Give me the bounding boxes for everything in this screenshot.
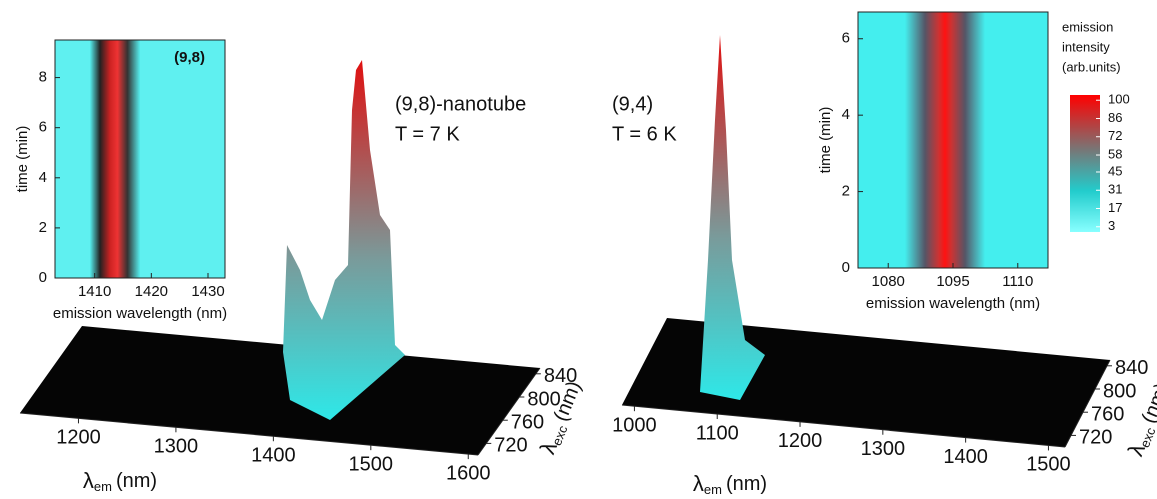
axis-symbol: λ — [693, 471, 704, 496]
x-tick-label: 1300 — [861, 438, 906, 460]
axis-subscript: em — [94, 479, 112, 494]
annotation: (9,8)-nanotube — [395, 93, 526, 115]
y-tick-label: 720 — [1079, 427, 1112, 449]
colorbar-tick-label: 45 — [1108, 163, 1122, 178]
y-tick-label: 800 — [1103, 380, 1136, 402]
y-tick-label: 840 — [1115, 357, 1148, 379]
surface-peak — [700, 35, 765, 400]
surface-floor — [20, 326, 540, 455]
y-tick-label: 8 — [39, 69, 47, 86]
x-tick-label: 1500 — [349, 453, 394, 475]
colorbar — [1070, 95, 1100, 232]
colorbar-title: emission — [1062, 19, 1113, 34]
annotation: (9,8) — [174, 49, 205, 66]
y-axis-label: time (min) — [14, 126, 31, 193]
y-tick-label: 0 — [39, 269, 47, 286]
axis-unit: (nm) — [726, 473, 767, 495]
x-tick-label: 1400 — [943, 446, 988, 468]
axis-symbol: λ — [83, 468, 94, 493]
y-tick-label: 800 — [527, 388, 560, 410]
colorbar-title: intensity — [1062, 39, 1110, 54]
contour-band — [90, 40, 140, 278]
colorbar-tick-label: 100 — [1108, 92, 1130, 107]
annotation: T = 6 K — [612, 123, 677, 145]
x-tick-label: 1100 — [696, 422, 739, 444]
colorbar-title: (arb.units) — [1062, 59, 1121, 74]
axis-unit: (nm) — [116, 470, 157, 492]
y-tick-label: 6 — [39, 119, 47, 136]
y-axis-label: time (min) — [817, 107, 834, 174]
y-tick-label: 2 — [842, 183, 850, 200]
x-axis — [621, 404, 1066, 448]
y-tick-label: 0 — [842, 259, 850, 276]
x-tick-label: 1500 — [1026, 454, 1071, 476]
colorbar-tick-label: 58 — [1108, 146, 1122, 161]
x-tick-label: 1400 — [251, 445, 296, 467]
y-axis — [1064, 359, 1111, 448]
axis-subscript: exc — [549, 423, 571, 448]
y-tick-label: 760 — [511, 411, 544, 433]
x-tick-label: 1080 — [872, 273, 905, 290]
x-tick-label: 1410 — [78, 283, 111, 300]
y-tick-label: 4 — [842, 106, 850, 123]
axis-subscript: exc — [1137, 425, 1157, 450]
annotation: (9,4) — [612, 93, 653, 115]
surface-peak — [283, 60, 405, 420]
y-tick-label: 760 — [1091, 403, 1124, 425]
x-tick-label: 1430 — [191, 283, 224, 300]
y-tick-label: 6 — [842, 30, 850, 47]
x-tick-label: 1200 — [56, 427, 101, 449]
x-tick-label: 1200 — [778, 430, 823, 452]
colorbar-tick-label: 72 — [1108, 128, 1122, 143]
x-tick-label: 1095 — [936, 273, 969, 290]
axis-subscript: em — [704, 482, 722, 497]
x-tick-label: 1420 — [135, 283, 168, 300]
x-tick-label: 1000 — [612, 414, 657, 436]
axis-label: λem (nm) — [693, 471, 767, 498]
colorbar-tick-label: 3 — [1108, 218, 1115, 233]
x-axis — [19, 412, 479, 456]
axis-label: λem (nm) — [83, 468, 157, 495]
y-tick-label: 720 — [494, 435, 527, 457]
y-tick-label: 840 — [544, 365, 577, 387]
annotation: T = 7 K — [395, 123, 460, 145]
x-axis-label: emission wavelength (nm) — [53, 305, 227, 322]
x-tick-label: 1300 — [154, 436, 199, 458]
x-tick-label: 1110 — [1002, 273, 1033, 290]
colorbar-tick-label: 17 — [1108, 200, 1122, 215]
axis-label: λexc(nm) — [1123, 379, 1157, 460]
y-tick-label: 2 — [39, 219, 47, 236]
y-tick-label: 4 — [39, 169, 47, 186]
contour-band — [905, 12, 985, 268]
x-tick-label: 1600 — [446, 462, 491, 484]
x-axis-label: emission wavelength (nm) — [866, 295, 1040, 312]
plot-frame — [54, 39, 226, 279]
colorbar-tick-label: 86 — [1108, 110, 1122, 125]
y-axis — [477, 367, 541, 456]
axis-unit: (nm) — [1138, 380, 1157, 426]
colorbar-tick-label: 31 — [1108, 182, 1122, 197]
